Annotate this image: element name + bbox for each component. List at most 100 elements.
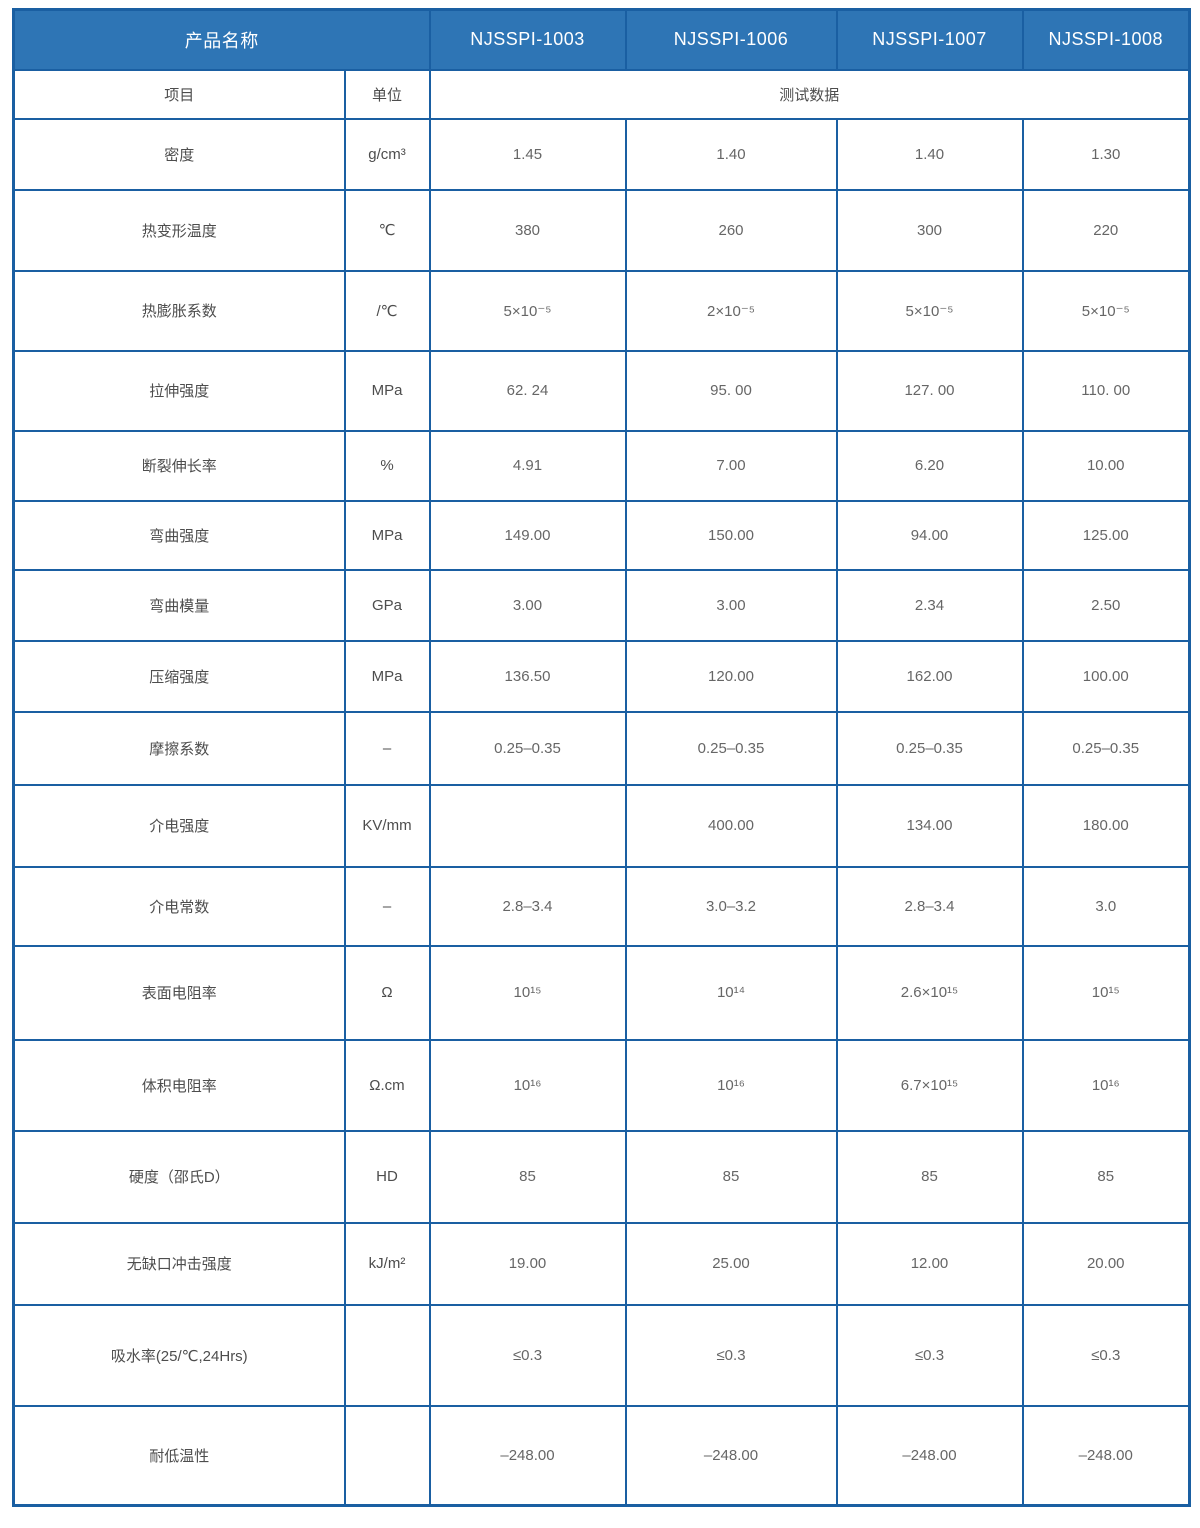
table-row: 摩擦系数 –0.25–0.35 0.25–0.35 0.25–0.35 0.25–0.3…: [12, 710, 1191, 786]
row-value: 5×10⁻⁵: [1021, 269, 1191, 352]
row-unit: MPa: [343, 499, 431, 571]
row-value: 3.00: [624, 568, 838, 642]
row-value: 85: [1021, 1129, 1191, 1224]
row-value: 1.40: [624, 117, 838, 191]
row-value: 19.00: [428, 1221, 627, 1306]
table-row: 表面电阻率 Ω 10¹⁵ 10¹⁴ 2.6×10¹⁵ 10¹⁵: [12, 944, 1191, 1041]
row-value: 0.25–0.35: [428, 710, 627, 786]
row-item-label: 弯曲模量: [12, 568, 346, 642]
row-value: 2.8–3.4: [428, 865, 627, 947]
row-value: 5×10⁻⁵: [835, 269, 1024, 352]
row-value: 10¹⁴: [624, 944, 838, 1041]
row-value: 1.30: [1021, 117, 1191, 191]
row-value: 6.20: [835, 429, 1024, 502]
product-column-header-1003: NJSSPI-1003: [428, 8, 627, 71]
row-value: ≤0.3: [428, 1303, 627, 1407]
row-unit: –: [343, 710, 431, 786]
table-row: 弯曲模量 GPa 3.00 3.00 2.34 2.50: [12, 568, 1191, 642]
row-unit: Ω: [343, 944, 431, 1041]
row-value: 2.34: [835, 568, 1024, 642]
row-value: 400.00: [624, 783, 838, 868]
row-value: 180.00: [1021, 783, 1191, 868]
row-value: –248.00: [624, 1404, 838, 1507]
product-name-header: 产品名称: [12, 8, 431, 71]
row-value: 10¹⁵: [428, 944, 627, 1041]
unit-column-header: 单位: [343, 68, 431, 120]
row-value: 94.00: [835, 499, 1024, 571]
row-unit: [343, 1404, 431, 1507]
row-unit: GPa: [343, 568, 431, 642]
row-value: 2.8–3.4: [835, 865, 1024, 947]
row-value: 300: [835, 188, 1024, 272]
row-value: 95. 00: [624, 349, 838, 432]
table-row: 密度 g/cm³ 1.45 1.40 1.40 1.30: [12, 117, 1191, 191]
item-column-header: 项目: [12, 68, 346, 120]
row-value: –248.00: [1021, 1404, 1191, 1507]
row-value: 149.00: [428, 499, 627, 571]
product-column-header-1008: NJSSPI-1008: [1021, 8, 1191, 71]
row-item-label: 硬度（邵氏D）: [12, 1129, 346, 1224]
row-value: 3.00: [428, 568, 627, 642]
table-row: 硬度（邵氏D） HD 85 85 85 85: [12, 1129, 1191, 1224]
row-value: 20.00: [1021, 1221, 1191, 1306]
row-unit: MPa: [343, 349, 431, 432]
row-value: 136.50: [428, 639, 627, 713]
row-value: 100.00: [1021, 639, 1191, 713]
row-value: 120.00: [624, 639, 838, 713]
test-data-header: 测试数据: [428, 68, 1191, 120]
row-value: 7.00: [624, 429, 838, 502]
table-subheader-row: 项目 单位 测试数据: [12, 68, 1191, 120]
row-value: 5×10⁻⁵: [428, 269, 627, 352]
row-item-label: 断裂伸长率: [12, 429, 346, 502]
row-unit: /℃: [343, 269, 431, 352]
row-value: 2.50: [1021, 568, 1191, 642]
table-row: 热膨胀系数/℃ 5×10⁻⁵ 2×10⁻⁵ 5×10⁻⁵ 5×10⁻⁵: [12, 269, 1191, 352]
table-row: 体积电阻率 Ω.cm 10¹⁶ 10¹⁶ 6.7×10¹⁵ 10¹⁶: [12, 1038, 1191, 1132]
table-row: 压缩强度 MPa 136.50 120.00 162.00 100.00: [12, 639, 1191, 713]
row-value: 1.45: [428, 117, 627, 191]
table-row: 拉伸强度 MPa 62. 24 95. 00 127. 00 110. 00: [12, 349, 1191, 432]
row-item-label: 压缩强度: [12, 639, 346, 713]
row-value: 10.00: [1021, 429, 1191, 502]
row-value: 0.25–0.35: [835, 710, 1024, 786]
row-value: 127. 00: [835, 349, 1024, 432]
row-item-label: 无缺口冲击强度: [12, 1221, 346, 1306]
row-value: 220: [1021, 188, 1191, 272]
row-value: 0.25–0.35: [1021, 710, 1191, 786]
row-unit: KV/mm: [343, 783, 431, 868]
row-value: 125.00: [1021, 499, 1191, 571]
row-value: 260: [624, 188, 838, 272]
row-value: 25.00: [624, 1221, 838, 1306]
row-value: 162.00: [835, 639, 1024, 713]
row-value: 10¹⁵: [1021, 944, 1191, 1041]
product-spec-table: 产品名称 NJSSPI-1003 NJSSPI-1006 NJSSPI-1007…: [12, 8, 1191, 1507]
table-row: 耐低温性 –248.00 –248.00 –248.00 –248.00: [12, 1404, 1191, 1507]
row-item-label: 热变形温度: [12, 188, 346, 272]
row-value: 10¹⁶: [428, 1038, 627, 1132]
row-item-label: 热膨胀系数: [12, 269, 346, 352]
row-value: –248.00: [428, 1404, 627, 1507]
row-value: 62. 24: [428, 349, 627, 432]
table-row: 介电常数 –2.8–3.4 3.0–3.2 2.8–3.4 3.0: [12, 865, 1191, 947]
row-value: 110. 00: [1021, 349, 1191, 432]
row-item-label: 表面电阻率: [12, 944, 346, 1041]
row-value: [428, 783, 627, 868]
row-unit: g/cm³: [343, 117, 431, 191]
table-body: 密度 g/cm³ 1.45 1.40 1.40 1.30 热变形温度 ℃ 380 260 300 22…: [12, 117, 1191, 1507]
row-value: 10¹⁶: [624, 1038, 838, 1132]
row-value: 85: [624, 1129, 838, 1224]
row-value: –248.00: [835, 1404, 1024, 1507]
row-value: 134.00: [835, 783, 1024, 868]
row-unit: ℃: [343, 188, 431, 272]
product-column-header-1006: NJSSPI-1006: [624, 8, 838, 71]
table-row: 热变形温度 ℃ 380 260 300 220: [12, 188, 1191, 272]
row-value: 150.00: [624, 499, 838, 571]
row-unit: [343, 1303, 431, 1407]
row-item-label: 介电强度: [12, 783, 346, 868]
row-value: 10¹⁶: [1021, 1038, 1191, 1132]
row-item-label: 密度: [12, 117, 346, 191]
row-value: 4.91: [428, 429, 627, 502]
row-value: ≤0.3: [1021, 1303, 1191, 1407]
table-row: 吸水率(25/℃,24Hrs) ≤0.3 ≤0.3 ≤0.3 ≤0.3: [12, 1303, 1191, 1407]
